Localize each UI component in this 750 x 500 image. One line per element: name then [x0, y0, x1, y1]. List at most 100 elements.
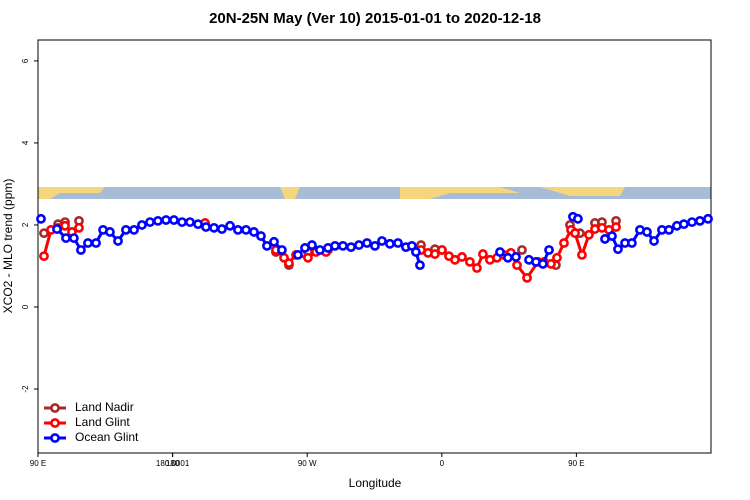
data-point — [472, 263, 482, 273]
data-point — [225, 220, 235, 231]
data-point — [256, 231, 266, 241]
y-axis-label: XCO2 - MLO trend (ppm) — [1, 179, 15, 314]
y-tick-label: 6 — [21, 58, 30, 63]
data-point — [546, 259, 556, 269]
data-point — [68, 233, 79, 243]
data-point — [233, 224, 243, 235]
legend-marker — [50, 433, 60, 443]
data-point — [385, 238, 395, 249]
data-point — [537, 259, 548, 269]
data-point — [262, 240, 272, 251]
y-tick-label: 0 — [21, 304, 30, 309]
data-point — [437, 245, 447, 255]
data-point — [626, 238, 637, 248]
data-point — [193, 219, 203, 230]
data-point — [76, 245, 86, 255]
data-point — [177, 217, 187, 227]
data-point — [377, 236, 387, 246]
legend-label: Land Nadir — [75, 400, 134, 414]
y-tick-label: 2 — [21, 222, 30, 227]
data-point — [522, 272, 532, 283]
data-point — [129, 224, 139, 235]
data-point — [315, 245, 325, 255]
data-point — [679, 219, 689, 230]
plot-frame — [37, 39, 712, 454]
data-point — [457, 252, 467, 262]
data-point — [330, 240, 340, 251]
map-strip — [38, 187, 711, 199]
data-point — [649, 236, 659, 246]
data-point — [346, 242, 356, 253]
data-point — [512, 260, 522, 271]
data-point — [105, 227, 115, 237]
data-point — [559, 238, 569, 248]
legend-marker — [50, 403, 60, 413]
data-point — [269, 236, 279, 247]
data-point — [169, 215, 179, 225]
data-point — [137, 220, 147, 230]
data-point — [36, 213, 46, 224]
data-point — [495, 247, 505, 257]
data-point — [544, 245, 554, 255]
data-point — [293, 250, 303, 260]
legend-label: Land Glint — [75, 415, 130, 429]
data-point — [217, 224, 227, 234]
data-point — [478, 249, 488, 259]
data-point — [39, 251, 49, 262]
data-point — [613, 244, 623, 255]
data-point — [642, 227, 652, 237]
data-point — [664, 224, 674, 235]
data-point — [393, 238, 403, 248]
data-point — [584, 229, 594, 240]
data-point — [91, 238, 101, 248]
x-tick-label: 90 E — [568, 459, 584, 468]
data-point — [572, 213, 583, 224]
data-point — [113, 236, 123, 246]
data-point — [430, 249, 440, 259]
data-point — [145, 217, 155, 227]
data-point — [338, 240, 348, 251]
x-tick-label: 180.0001 — [156, 459, 190, 468]
data-point — [503, 252, 513, 263]
data-point — [307, 240, 317, 250]
data-point — [61, 233, 71, 243]
data-point — [552, 252, 562, 263]
data-point — [570, 228, 580, 239]
data-point — [415, 260, 425, 271]
x-axis-label: Longitude — [349, 476, 402, 490]
data-point — [695, 215, 705, 226]
x-tick-label: 180 — [166, 459, 180, 468]
legend-label: Ocean Glint — [75, 430, 139, 444]
data-point — [52, 224, 62, 234]
data-point — [354, 240, 364, 250]
legend-marker — [50, 418, 60, 428]
chart-title: 20N-25N May (Ver 10) 2015-01-01 to 2020-… — [209, 10, 541, 27]
data-point — [121, 224, 131, 235]
data-point — [511, 252, 521, 262]
data-point — [201, 222, 211, 232]
data-point — [241, 224, 251, 235]
data-point — [517, 245, 527, 255]
data-point — [284, 258, 294, 269]
y-tick-label: -2 — [21, 385, 30, 393]
data-point — [153, 215, 163, 226]
data-point — [74, 222, 84, 233]
data-point — [60, 220, 70, 231]
data-point — [161, 215, 171, 225]
data-point — [303, 252, 313, 263]
data-point — [277, 245, 287, 255]
x-tick-label: 0 — [440, 459, 445, 468]
data-point — [687, 217, 697, 227]
data-point — [703, 213, 713, 224]
data-point — [465, 256, 475, 267]
data-point — [577, 250, 587, 260]
x-tick-label: 90 E — [30, 459, 46, 468]
y-tick-label: 4 — [21, 140, 30, 145]
x-tick-label: 90 W — [298, 459, 317, 468]
data-point — [607, 231, 617, 241]
data-point — [185, 217, 195, 227]
data-point — [611, 222, 621, 232]
data-point — [411, 247, 421, 257]
data-point — [362, 238, 372, 248]
